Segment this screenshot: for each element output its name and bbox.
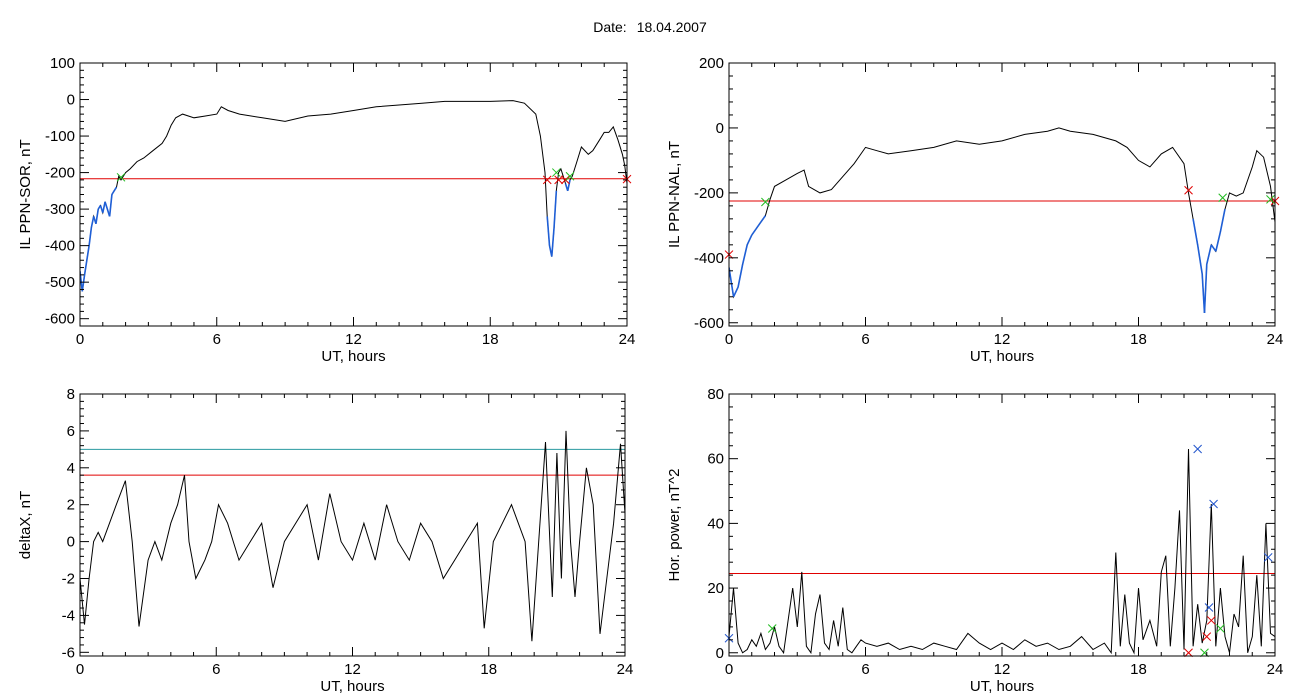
low-segment <box>104 201 109 210</box>
y-tick-label: -100 <box>45 128 75 145</box>
low-segment <box>83 260 88 275</box>
x-tick-label: 6 <box>213 331 221 348</box>
y-tick-label: -500 <box>45 274 75 291</box>
x-tick-label: 18 <box>482 331 499 348</box>
y-tick-label: 100 <box>50 55 75 72</box>
y-tick-label: -200 <box>45 165 75 182</box>
date-label: Date: <box>593 19 627 35</box>
low-segment <box>108 194 113 217</box>
low-segment <box>90 216 95 228</box>
low-segment <box>553 190 558 228</box>
date-value: 18.04.2007 <box>636 19 707 35</box>
low-segment <box>86 245 90 261</box>
series-group <box>80 100 627 292</box>
marker-x <box>551 168 561 177</box>
marker-x <box>565 171 575 181</box>
marker-x <box>561 175 570 185</box>
plot-frame <box>79 62 628 327</box>
y-axis-label: IL PPN-SOR, nT <box>17 139 34 249</box>
marker-x <box>542 175 552 185</box>
y-tick-label: 0 <box>67 92 75 109</box>
marker-x <box>116 172 126 182</box>
low-segment <box>95 208 100 224</box>
low-segment <box>550 227 555 257</box>
y-tick-label: -400 <box>45 238 75 255</box>
page-title: Date: 18.04.2007 <box>0 19 1300 35</box>
low-segment <box>81 274 86 292</box>
y-tick-label: -600 <box>45 311 75 328</box>
low-segment <box>102 201 106 213</box>
x-tick-label: 24 <box>619 331 636 348</box>
low-segment <box>111 190 115 195</box>
x-tick-label: 12 <box>345 331 362 348</box>
series-line <box>80 100 627 292</box>
y-tick-label: -300 <box>45 201 75 218</box>
marker-x <box>554 175 563 185</box>
low-segment <box>566 179 571 192</box>
low-segment <box>88 227 93 246</box>
low-segment <box>113 186 118 192</box>
low-segment <box>546 216 551 246</box>
x-axis-label: UT, hours <box>321 348 385 365</box>
x-tick-label: 0 <box>76 331 84 348</box>
